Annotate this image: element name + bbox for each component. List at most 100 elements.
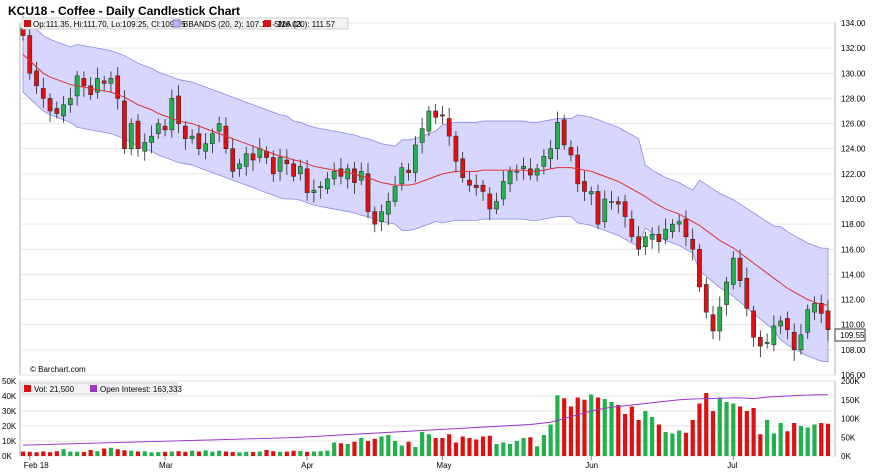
volume-bar: [717, 397, 722, 456]
open-interest-line: [22, 394, 828, 446]
price-tick-label: 106.00: [841, 371, 866, 380]
volume-bar: [433, 438, 438, 456]
volume-bar: [156, 452, 161, 456]
volume-bar: [453, 442, 459, 456]
volume-tick-label-left: 40K: [2, 392, 17, 401]
volume-bar: [332, 442, 337, 456]
price-tick-label: 130.00: [841, 69, 866, 78]
legend-vol: Vol: 21,500: [34, 385, 75, 394]
candle-body: [615, 201, 621, 205]
x-tick-label: Jun: [585, 461, 598, 470]
candle-body: [758, 337, 763, 347]
candle-body: [798, 334, 804, 351]
volume-bar: [650, 417, 655, 456]
volume-bar: [690, 420, 695, 456]
volume-bar: [528, 437, 533, 456]
price-tick-label: 124.00: [841, 145, 866, 154]
candle-body: [196, 133, 202, 149]
candle-body: [379, 211, 384, 222]
candle-body: [771, 325, 777, 346]
candle-body: [480, 184, 486, 192]
volume-bar: [426, 434, 431, 456]
candle-body: [670, 223, 675, 232]
volume-bar: [683, 432, 689, 456]
candle-body: [40, 88, 46, 99]
candle-body: [751, 310, 756, 338]
volume-bar: [440, 438, 445, 456]
volume-tick-label-left: 30K: [2, 407, 17, 416]
volume-bar: [697, 403, 702, 456]
candle-body: [34, 70, 39, 87]
candle-body: [338, 168, 344, 177]
candle-body: [237, 163, 242, 170]
candle-body: [61, 104, 66, 117]
candle-body: [812, 303, 817, 313]
legend-sma: SMA (20): 111.57: [274, 20, 336, 29]
candle-body: [744, 277, 750, 309]
volume-bar: [568, 406, 574, 456]
volume-bar: [622, 414, 628, 456]
volume-bar: [420, 432, 425, 456]
volume-bar: [751, 408, 756, 456]
last-price-box: [834, 328, 866, 342]
volume-bar: [203, 450, 208, 456]
volume-tick-label-right: 50K: [841, 433, 856, 442]
volume-bar: [20, 451, 26, 456]
volume-bar: [298, 451, 303, 456]
candle-body: [162, 125, 168, 131]
candle-body: [81, 78, 87, 87]
oi-swatch: [90, 385, 97, 392]
volume-bar: [392, 441, 398, 456]
volume-bar: [68, 451, 73, 456]
volume-bar: [311, 451, 316, 456]
volume-bar: [210, 451, 215, 456]
candle-body: [697, 249, 702, 288]
price-tick-label: 120.00: [841, 195, 866, 204]
volume-bar: [535, 446, 540, 456]
candle-body: [352, 168, 357, 183]
volume-bar: [521, 438, 526, 456]
candle-body: [291, 163, 296, 177]
volume-bar: [724, 402, 729, 456]
volume-bar: [386, 435, 391, 456]
volume-bar: [325, 450, 330, 456]
candle-body: [683, 218, 689, 237]
candle-body: [548, 148, 553, 160]
volume-bar: [372, 438, 377, 456]
x-tick-label: Feb 18: [24, 461, 49, 470]
candle-body: [54, 108, 60, 114]
candle-body: [507, 171, 513, 185]
bbands-swatch: [172, 19, 181, 28]
sma-swatch: [264, 20, 271, 27]
price-tick-label: 132.00: [841, 44, 866, 53]
volume-bar: [636, 420, 641, 456]
ohlc-swatch: [24, 20, 31, 27]
volume-bar: [744, 411, 749, 456]
volume-bar: [819, 423, 824, 456]
volume-bar: [825, 423, 831, 456]
volume-bar: [670, 433, 675, 456]
candle-body: [805, 309, 811, 333]
candle-body: [426, 110, 432, 132]
candle-body: [243, 153, 249, 167]
volume-bar: [291, 450, 296, 456]
volume-bar: [805, 427, 810, 456]
volume-bar: [352, 441, 357, 456]
volume-bar: [785, 431, 790, 456]
candle-body: [149, 135, 154, 143]
x-axis: Feb 18 Mar Apr May Jun Jul: [24, 456, 738, 470]
candle-body: [825, 310, 831, 330]
candle-body: [176, 95, 181, 124]
candle-body: [311, 189, 317, 193]
volume-bar: [677, 430, 682, 456]
volume-bar: [555, 395, 560, 456]
chart-title: KCU18 - Coffee - Daily Candlestick Chart: [8, 4, 240, 18]
volume-axis: 0K 10K 20K 30K 40K 50K 0K 50K 100K 150K 200K: [2, 377, 860, 461]
volume-bar: [250, 452, 256, 456]
candle-body: [778, 320, 783, 327]
candle-body: [453, 135, 459, 162]
vol-swatch: [24, 385, 31, 392]
volume-bar: [501, 442, 506, 456]
candle-body: [257, 148, 263, 158]
candle-body: [122, 100, 127, 149]
